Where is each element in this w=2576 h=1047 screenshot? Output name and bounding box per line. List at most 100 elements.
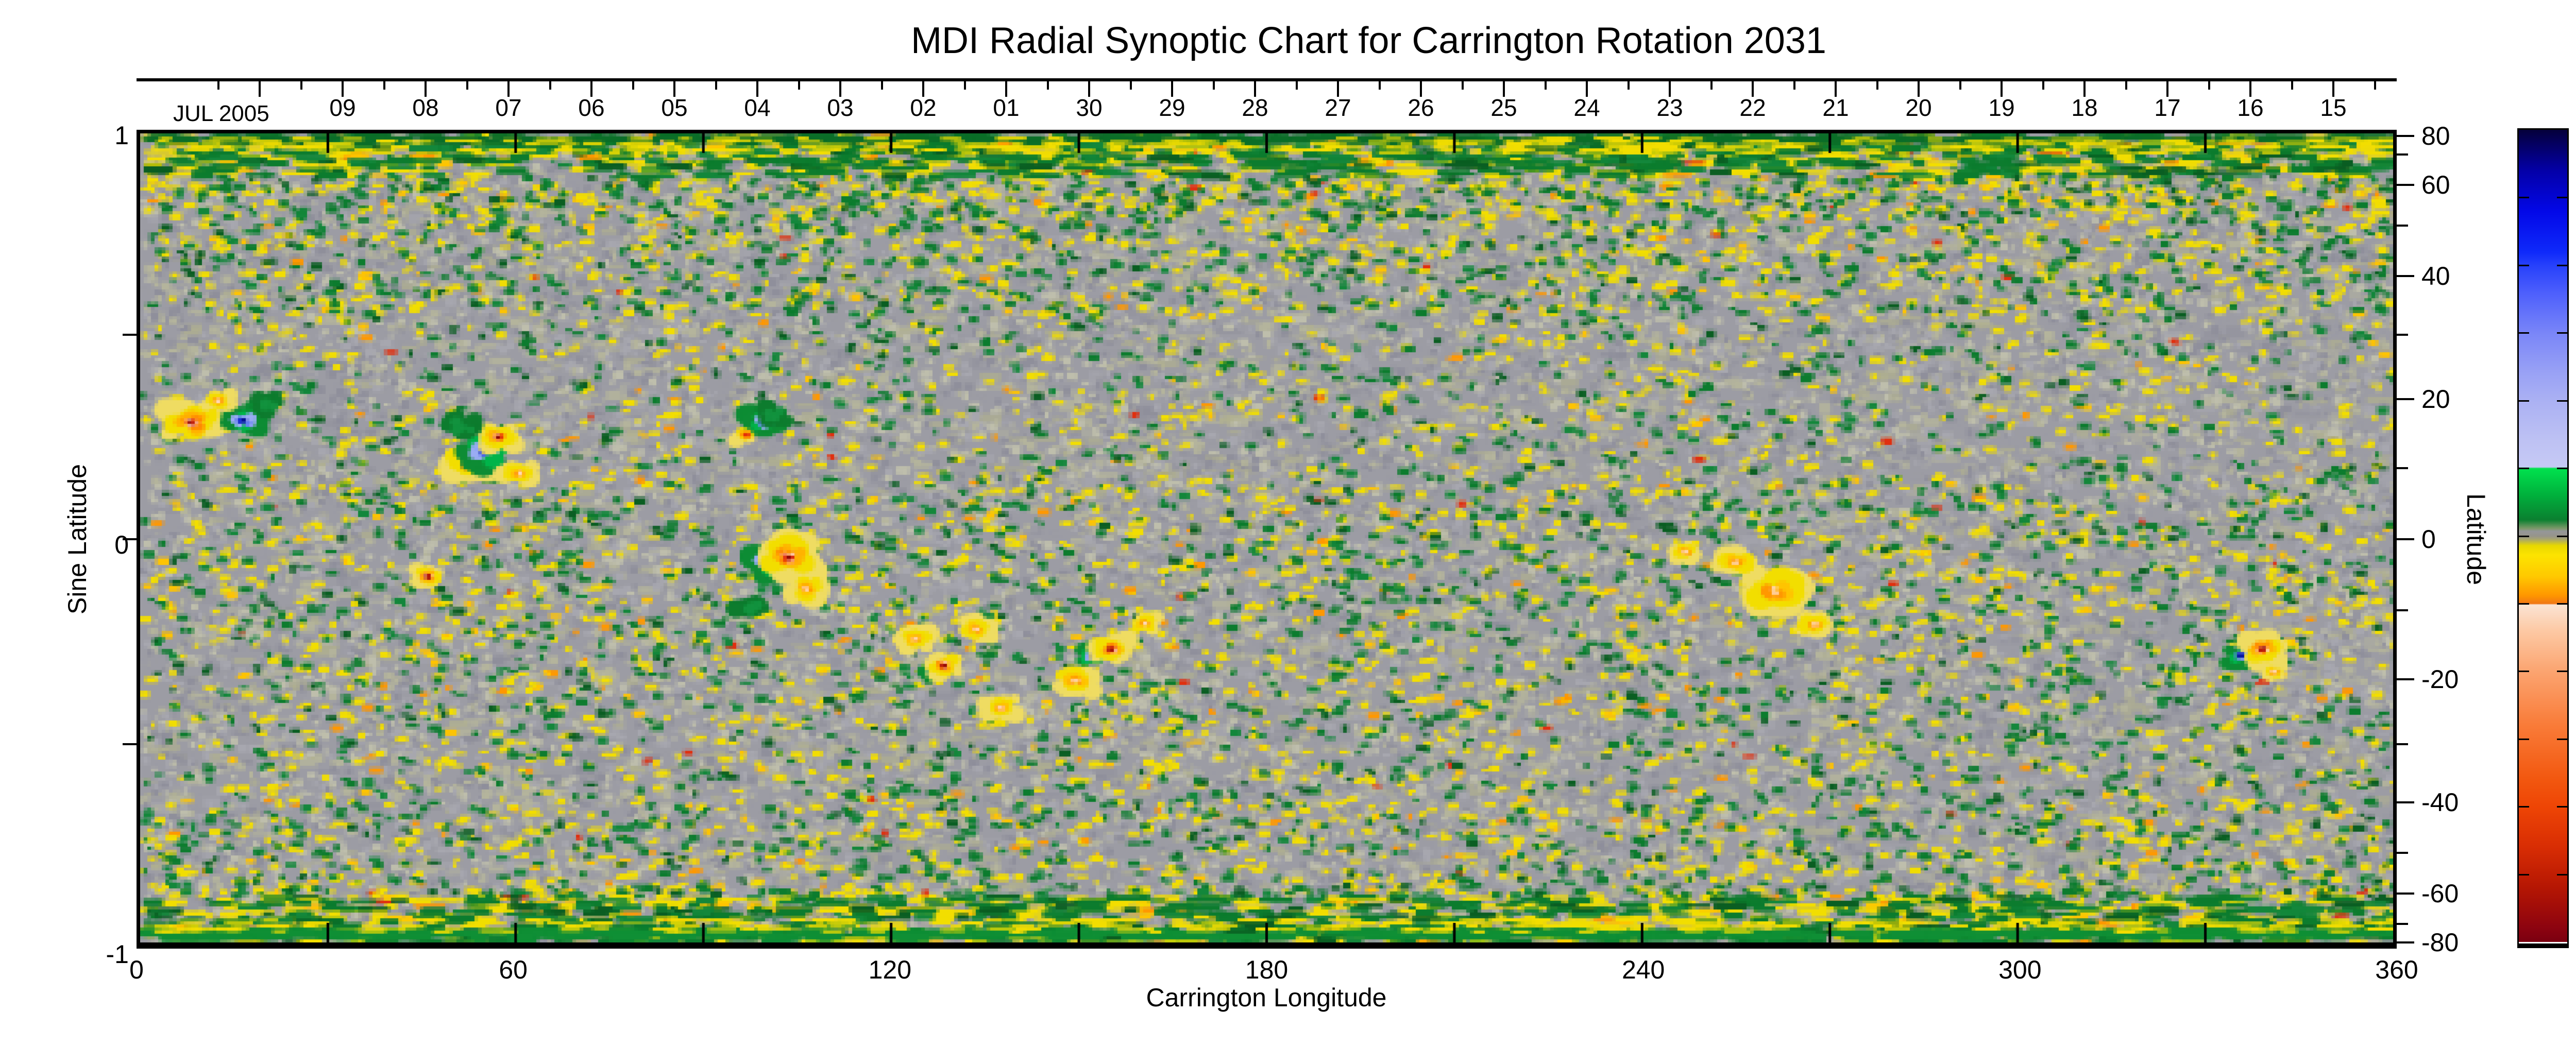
- date-axis-minor-tick: [549, 81, 551, 90]
- date-axis-minor-tick: [1628, 81, 1630, 90]
- date-axis-major-tick: [1420, 81, 1422, 97]
- date-axis-tick-label: 27: [1325, 94, 1351, 121]
- date-axis-minor-tick: [715, 81, 717, 90]
- date-axis-minor-tick: [2042, 81, 2044, 90]
- date-axis-major-tick: [1503, 81, 1505, 97]
- date-axis-tick-label: 16: [2237, 94, 2264, 121]
- sine-latitude-outward-tick: [123, 538, 137, 540]
- date-axis-minor-tick: [1876, 81, 1878, 90]
- date-axis-minor-tick: [798, 81, 800, 90]
- date-axis-tick-label: 01: [993, 94, 1020, 121]
- date-axis-minor-tick: [300, 81, 302, 90]
- date-axis-major-tick: [1669, 81, 1671, 97]
- latitude-major-tick: [2397, 135, 2414, 138]
- colorbar-frame: [2517, 128, 2569, 948]
- date-axis-minor-tick: [1710, 81, 1713, 90]
- longitude-tick-label: 120: [868, 955, 912, 984]
- longitude-tick-label: 180: [1245, 955, 1289, 984]
- date-axis-minor-tick: [632, 81, 634, 90]
- latitude-tick-label: 20: [2421, 385, 2450, 414]
- date-axis-tick-label: 24: [1573, 94, 1600, 121]
- latitude-major-tick: [2397, 941, 2414, 943]
- latitude-tick-label: 40: [2421, 261, 2450, 290]
- latitude-minor-tick: [2397, 923, 2408, 925]
- date-axis-major-tick: [1254, 81, 1256, 97]
- date-axis-tick-label: 05: [661, 94, 688, 121]
- colorbar-tick-right: [2557, 671, 2567, 673]
- latitude-minor-tick: [2397, 852, 2408, 854]
- date-axis-tick-label: 02: [910, 94, 937, 121]
- date-axis-major-tick: [2001, 81, 2003, 97]
- colorbar-tick-right: [2557, 873, 2567, 876]
- latitude-major-tick: [2397, 183, 2414, 186]
- date-axis-major-tick: [922, 81, 924, 97]
- sine-latitude-outward-tick: [123, 743, 137, 745]
- sine-latitude-axis-title: Sine Latitude: [63, 464, 92, 614]
- longitude-tick-label: 60: [499, 955, 528, 984]
- date-axis-minor-tick: [1213, 81, 1215, 90]
- date-axis-tick-label: 03: [827, 94, 854, 121]
- date-axis-minor-tick: [1379, 81, 1381, 90]
- date-axis-major-tick: [1586, 81, 1588, 97]
- colorbar-tick-right: [2557, 738, 2567, 740]
- date-axis-tick-label: 18: [2071, 94, 2098, 121]
- date-axis-tick-label: 04: [744, 94, 771, 121]
- latitude-tick-label: 60: [2421, 170, 2450, 199]
- colorbar-tick-left: [2519, 603, 2529, 605]
- colorbar-tick-right: [2557, 806, 2567, 808]
- date-axis-tick-label: 15: [2320, 94, 2347, 121]
- date-axis-minor-tick: [1793, 81, 1795, 90]
- date-axis-minor-tick: [2291, 81, 2293, 90]
- latitude-axis-title: Latitude: [2462, 493, 2490, 585]
- date-axis-tick-label: 07: [495, 94, 522, 121]
- date-axis-tick-label: 26: [1408, 94, 1434, 121]
- latitude-major-tick: [2397, 892, 2414, 895]
- colorbar-tick-right: [2557, 264, 2567, 266]
- latitude-tick-label: -60: [2421, 879, 2459, 908]
- sine-latitude-tick-label: 0: [114, 530, 129, 559]
- colorbar-tick-right: [2557, 603, 2567, 605]
- date-axis-major-tick: [1337, 81, 1339, 97]
- date-axis-major-tick: [2332, 81, 2334, 97]
- date-axis-minor-tick: [466, 81, 468, 90]
- date-axis-tick-label: 17: [2154, 94, 2181, 121]
- longitude-axis-title: Carrington Longitude: [1146, 983, 1387, 1012]
- longitude-tick-label: 0: [129, 955, 144, 984]
- date-axis-tick-label: 06: [578, 94, 605, 121]
- date-axis-line: [137, 78, 2397, 81]
- date-axis-minor-tick: [1462, 81, 1464, 90]
- colorbar-tick-left: [2519, 806, 2529, 808]
- date-axis-tick-label: 30: [1076, 94, 1103, 121]
- sine-latitude-tick-label: 1: [114, 121, 129, 150]
- date-axis-minor-tick: [2374, 81, 2376, 90]
- date-axis-tick-label: 23: [1656, 94, 1683, 121]
- longitude-tick-label: 240: [1621, 955, 1665, 984]
- latitude-major-tick: [2397, 678, 2414, 680]
- colorbar-tick-right: [2557, 400, 2567, 402]
- date-axis-tick-label: 28: [1242, 94, 1268, 121]
- date-axis-tick-label: 08: [412, 94, 439, 121]
- date-axis-major-tick: [590, 81, 592, 97]
- latitude-minor-tick: [2397, 743, 2408, 745]
- date-axis-minor-tick: [1959, 81, 1961, 90]
- date-axis-major-tick: [425, 81, 427, 97]
- date-axis-major-tick: [507, 81, 510, 97]
- date-axis-minor-tick: [1296, 81, 1298, 90]
- date-axis-tick-label: 25: [1490, 94, 1517, 121]
- colorbar-tick-left: [2519, 332, 2529, 334]
- latitude-minor-tick: [2397, 224, 2408, 227]
- date-axis-minor-tick: [1047, 81, 1049, 90]
- latitude-tick-label: -20: [2421, 664, 2459, 694]
- colorbar-tick-left: [2519, 738, 2529, 740]
- date-axis-minor-tick: [217, 81, 219, 90]
- date-axis-major-tick: [342, 81, 344, 97]
- latitude-tick-label: -80: [2421, 928, 2459, 957]
- date-axis-minor-tick: [881, 81, 883, 90]
- date-axis-minor-tick: [383, 81, 385, 90]
- longitude-tick-label: 360: [2375, 955, 2418, 984]
- colorbar-tick-right: [2557, 332, 2567, 334]
- date-axis-minor-tick: [2125, 81, 2127, 90]
- date-axis-major-tick: [2083, 81, 2086, 97]
- date-axis-tick-label: 21: [1822, 94, 1849, 121]
- date-axis-major-tick: [1835, 81, 1837, 97]
